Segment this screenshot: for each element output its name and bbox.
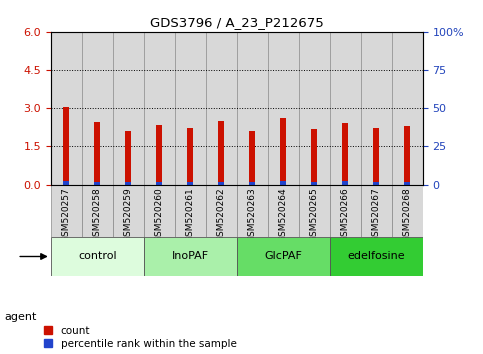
Bar [237,184,268,237]
Bar [206,184,237,237]
Bar [373,128,379,184]
Text: GSM520266: GSM520266 [341,187,350,242]
Bar [82,184,113,237]
Text: GSM520257: GSM520257 [62,187,71,242]
Bar [392,184,423,237]
Text: GSM520261: GSM520261 [185,187,195,242]
Bar [249,131,255,184]
Text: GlcPAF: GlcPAF [264,251,302,262]
Bar [126,182,131,184]
Bar [329,32,361,184]
Bar [63,107,69,184]
Bar [298,184,329,237]
Bar [113,32,144,184]
Text: InoPAF: InoPAF [171,251,209,262]
Text: GSM520260: GSM520260 [155,187,164,242]
Bar [404,126,410,184]
Text: GSM520268: GSM520268 [403,187,412,242]
Legend: count, percentile rank within the sample: count, percentile rank within the sample [44,326,236,349]
Text: control: control [78,251,116,262]
Bar [144,184,175,237]
Bar [280,181,286,184]
Bar [342,123,348,184]
Bar [298,32,329,184]
Bar [144,237,237,276]
Bar [94,182,100,184]
Bar [175,32,206,184]
Bar [175,184,206,237]
Bar [329,237,423,276]
Bar [268,184,298,237]
Bar [82,32,113,184]
Bar [329,184,361,237]
Bar [237,237,330,276]
Bar [51,237,144,276]
Bar [51,32,82,184]
Bar [113,184,144,237]
Text: edelfosine: edelfosine [347,251,405,262]
Bar [187,182,193,184]
Text: GSM520264: GSM520264 [279,187,288,242]
Bar [218,182,224,184]
Bar [187,128,193,184]
Title: GDS3796 / A_23_P212675: GDS3796 / A_23_P212675 [150,16,324,29]
Bar [156,125,162,184]
Bar [312,182,317,184]
Bar [218,121,224,184]
Text: GSM520265: GSM520265 [310,187,319,242]
Bar [144,32,175,184]
Bar [373,182,379,184]
Bar [206,32,237,184]
Bar [156,182,162,184]
Bar [312,129,317,184]
Bar [361,32,392,184]
Text: GSM520263: GSM520263 [248,187,256,242]
Bar [268,32,298,184]
Bar [63,181,69,184]
Bar [51,184,82,237]
Bar [237,32,268,184]
Text: GSM520258: GSM520258 [93,187,102,242]
Bar [342,181,348,184]
Text: agent: agent [5,312,37,322]
Bar [94,122,100,184]
Text: GSM520259: GSM520259 [124,187,133,242]
Bar [280,118,286,184]
Text: GSM520267: GSM520267 [371,187,381,242]
Bar [361,184,392,237]
Bar [249,182,255,184]
Text: GSM520262: GSM520262 [217,187,226,242]
Bar [404,182,410,184]
Bar [126,131,131,184]
Bar [392,32,423,184]
